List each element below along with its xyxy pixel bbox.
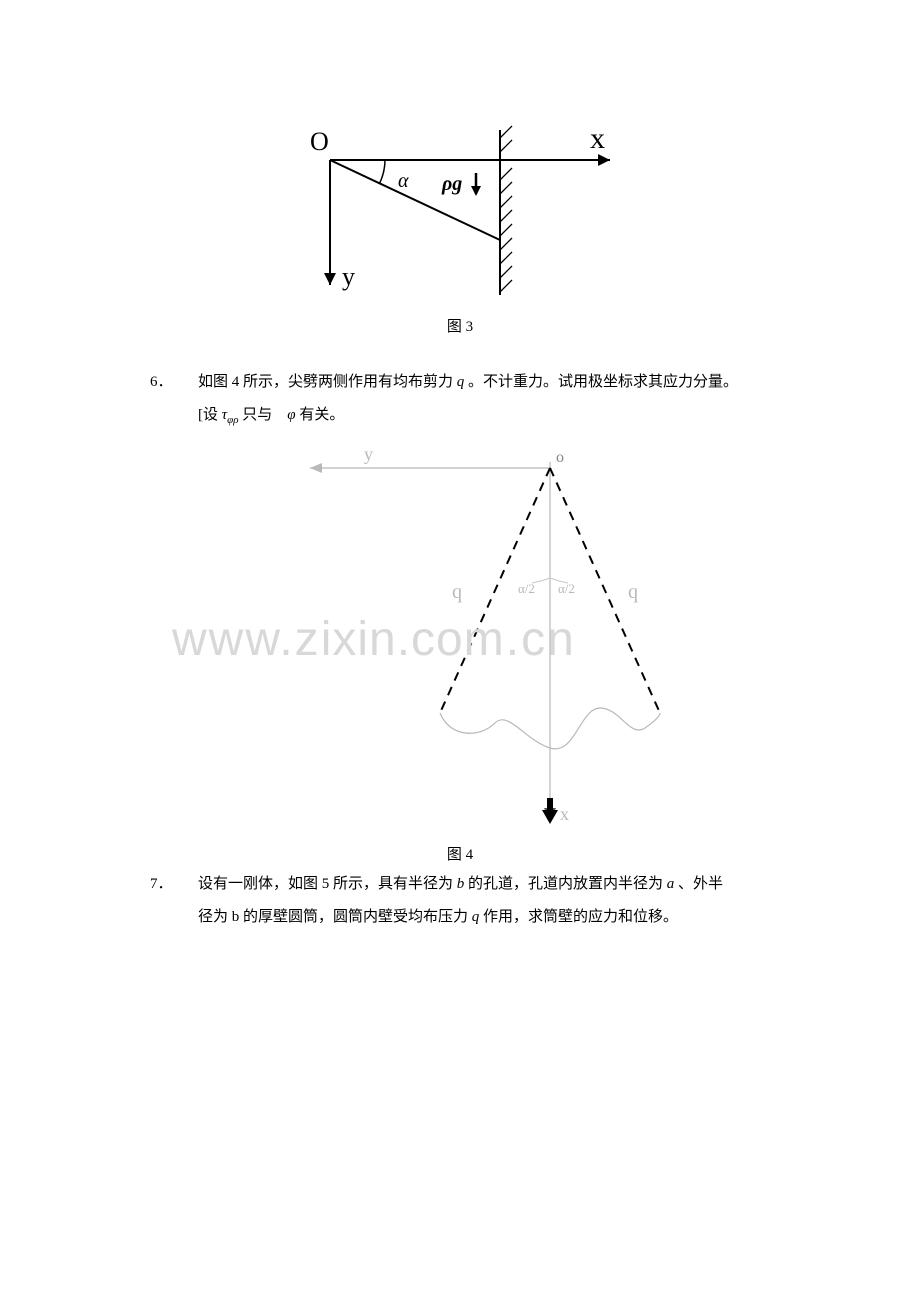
problem-6-text-2b: 只与 (239, 407, 288, 423)
problem-6-line1: 6．如图 4 所示，尖劈两侧作用有均布剪力 q 。不计重力。试用极坐标求其应力分… (150, 366, 800, 399)
figure-3-svg: α ρg O x y (290, 110, 630, 310)
problem-6-text-2a: [设 (198, 407, 222, 423)
figure-3-angle-label: α (398, 170, 409, 192)
problem-7-text-1c: 的孔道，孔道内放置内半径为 (464, 876, 667, 892)
problem-7-text-2a: 径为 b 的厚壁圆筒，圆筒内壁受均布压力 (198, 909, 472, 925)
problem-6-tau-sub: φρ (227, 414, 238, 426)
figure-4-origin-label: o (556, 449, 564, 466)
problem-6-number: 6． (150, 366, 198, 399)
figure-4-q-left: q (452, 581, 462, 603)
problem-7-number: 7． (150, 868, 198, 901)
figure-3-load-label: ρg (441, 173, 462, 195)
problem-6-text-2c: 有关。 (296, 407, 345, 423)
problem-7-text-2b: 作用，求筒壁的应力和位移。 (479, 909, 678, 925)
figure-3-origin-label: O (310, 127, 329, 156)
figure-4-angle-right: α/2 (558, 581, 575, 596)
problem-6-text-1b: 。不计重力。试用极坐标求其应力分量。 (464, 374, 738, 390)
problem-6-phi: φ (287, 407, 295, 423)
problem-7: 7．设有一刚体，如图 5 所示，具有半径为 b 的孔道，孔道内放置内半径为 a … (150, 868, 800, 934)
figure-3-y-label: y (342, 262, 355, 291)
figure-4-y-label: y (364, 444, 373, 464)
problem-6: 6．如图 4 所示，尖劈两侧作用有均布剪力 q 。不计重力。试用极坐标求其应力分… (150, 366, 800, 432)
figure-4-caption: 图 4 (0, 843, 920, 864)
problem-7-text-1a: 设有一刚体，如图 5 所示，具有半径为 (198, 876, 457, 892)
figure-3-block: α ρg O x y 图 3 (0, 0, 920, 336)
figure-4-svg: y o x q q α/2 α/2 (280, 438, 700, 838)
figure-4-q-right: q (628, 581, 638, 603)
figure-3-x-label: x (590, 122, 605, 155)
figure-4-x-label: x (560, 804, 569, 824)
page: α ρg O x y 图 3 6．如图 4 所示，尖劈两侧作用有均布剪力 q 。… (0, 0, 920, 1302)
problem-7-text-1d: 、外半 (674, 876, 723, 892)
problem-7-line1: 7．设有一刚体，如图 5 所示，具有半径为 b 的孔道，孔道内放置内半径为 a … (150, 868, 800, 901)
figure-3-caption: 图 3 (0, 315, 920, 336)
problem-7-line2: 径为 b 的厚壁圆筒，圆筒内壁受均布压力 q 作用，求筒壁的应力和位移。 (150, 901, 800, 934)
problem-6-line2: [设 τφρ 只与 φ 有关。 (150, 399, 800, 432)
figure-4-block: y o x q q α/2 α/2 图 4 (0, 438, 920, 864)
problem-6-text-1a: 如图 4 所示，尖劈两侧作用有均布剪力 (198, 374, 457, 390)
